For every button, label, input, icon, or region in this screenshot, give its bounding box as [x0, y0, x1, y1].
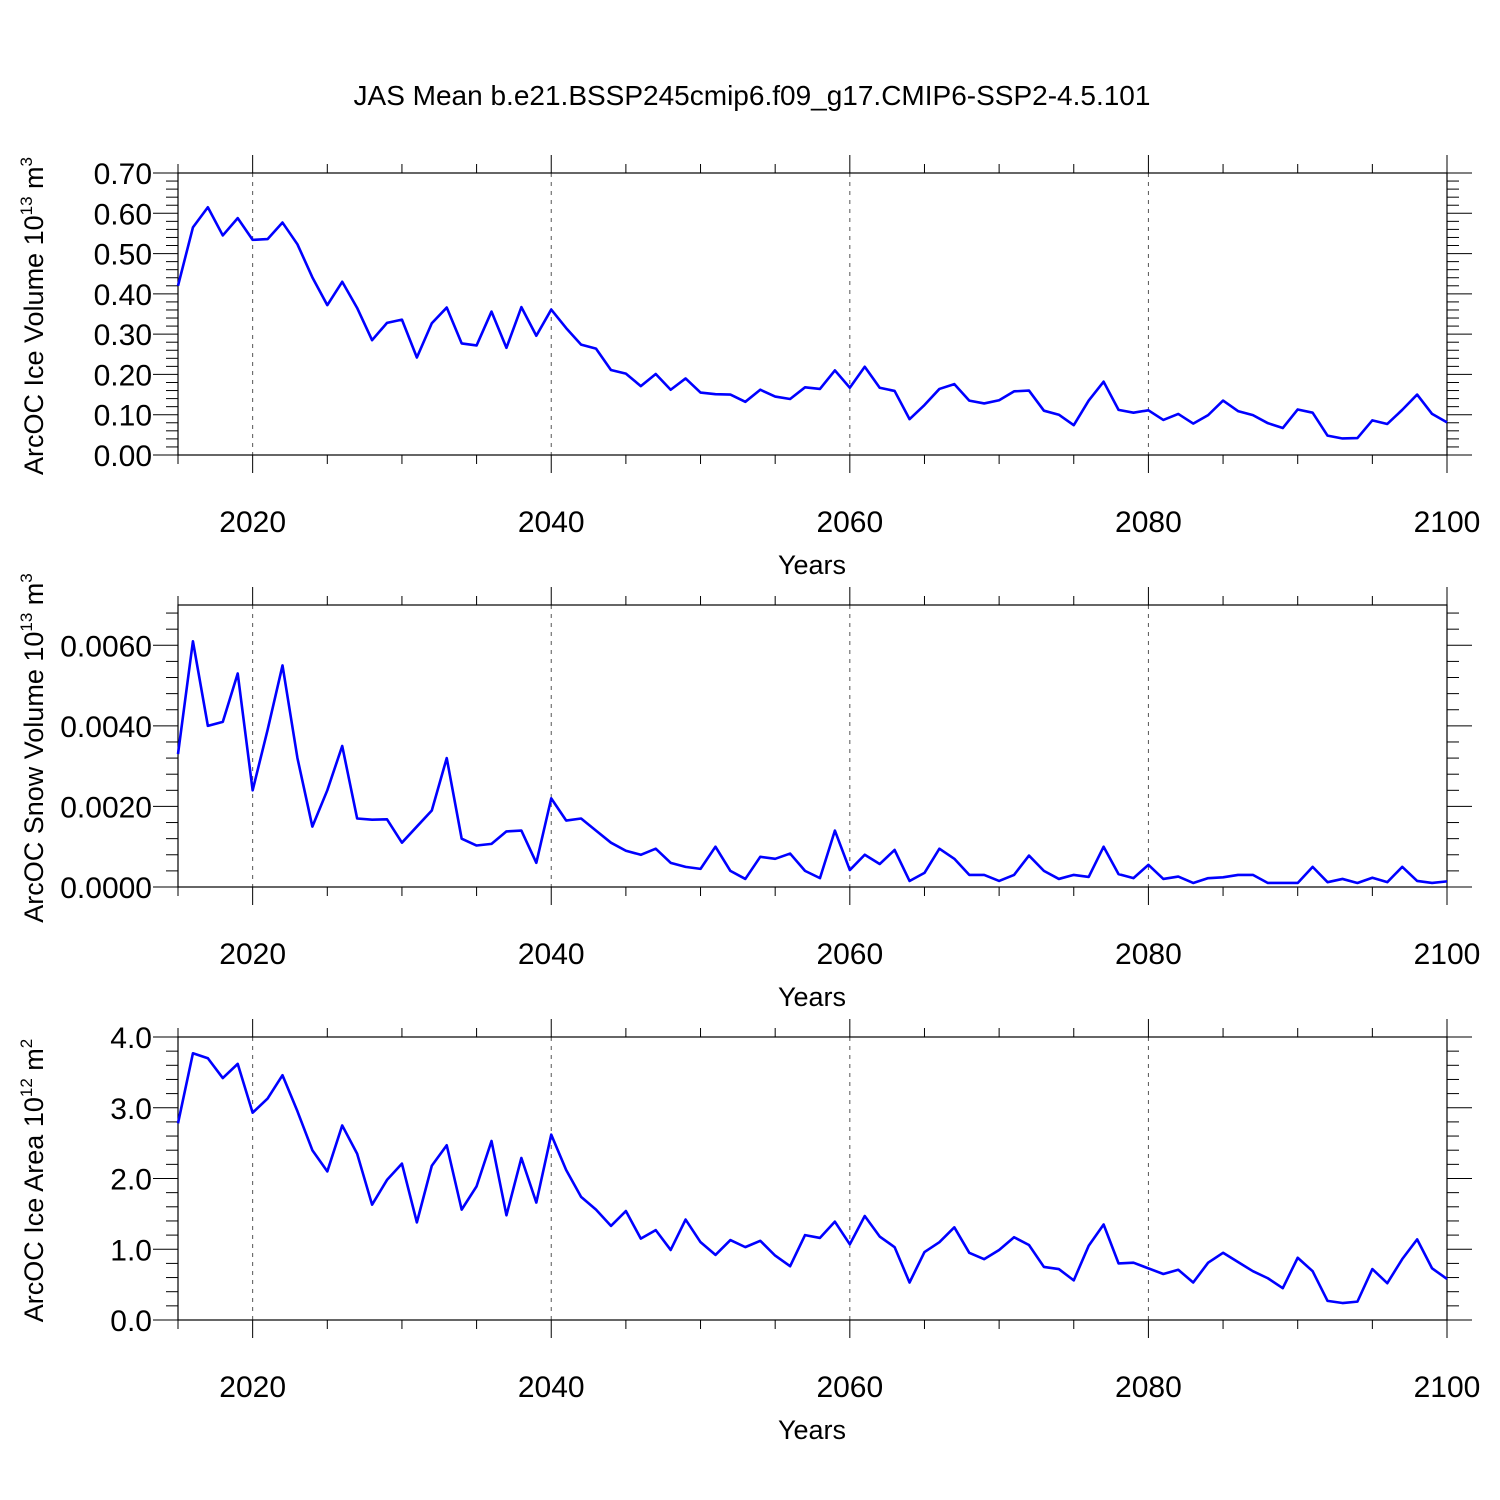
- y-tick-label: 0.00: [94, 440, 152, 473]
- y-axis-label: ArcOC Ice Area 1012 m2: [17, 1039, 49, 1323]
- series-line-arcoc-snow-volume: [176, 639, 1448, 885]
- chart-panel-1: 2020 2040 2060 2080 2100 0.00 0.10 0.20 0.30 0.40…: [17, 155, 1480, 580]
- x-tick-label: 2060: [816, 506, 883, 539]
- y-tick-label: 0.40: [94, 279, 152, 312]
- y-axis-label-unit: m: [19, 1048, 49, 1078]
- y-tick-label: 0.60: [94, 198, 152, 231]
- y-axis-label-unit-exponent: 2: [17, 1039, 36, 1048]
- x-tick-label: 2020: [219, 1371, 286, 1404]
- y-tick-label: 2.0: [110, 1164, 152, 1197]
- x-tick-label: 2100: [1414, 1371, 1481, 1404]
- y-tick-label: 0.0040: [60, 711, 152, 744]
- y-tick-label: 0.10: [94, 400, 152, 433]
- y-tick-label: 1.0: [110, 1234, 152, 1267]
- y-tick-label: 0.0020: [60, 791, 152, 824]
- x-tick-label: 2100: [1414, 938, 1481, 971]
- y-tick-label: 0.30: [94, 319, 152, 352]
- x-tick-label: 2100: [1414, 506, 1481, 539]
- y-axis-label-text: ArcOC Ice Area 10: [19, 1097, 49, 1322]
- y-axis-label: ArcOC Ice Volume 1013 m3: [17, 157, 49, 475]
- y-axis-label-text: ArcOC Ice Volume 10: [19, 215, 49, 475]
- y-tick-label: 0.0000: [60, 872, 152, 905]
- x-tick-label: 2060: [816, 1371, 883, 1404]
- plot-frame: [177, 604, 1448, 888]
- figure-title: JAS Mean b.e21.BSSP245cmip6.f09_g17.CMIP…: [354, 80, 1151, 111]
- series-line-arcoc-ice-volume: [176, 205, 1448, 440]
- plot-frame: [177, 172, 1448, 456]
- y-tick-label: 0.0: [110, 1305, 152, 1338]
- y-tick-label: 0.70: [94, 158, 152, 191]
- y-tick-label: 0.0060: [60, 630, 152, 663]
- y-axis-label: ArcOC Snow Volume 1013 m3: [17, 573, 49, 923]
- x-axis-label: Years: [778, 1415, 846, 1445]
- x-axis-label: Years: [778, 982, 846, 1012]
- x-tick-label: 2080: [1115, 1371, 1182, 1404]
- x-tick-label: 2020: [219, 506, 286, 539]
- plot-frame: [177, 1036, 1448, 1321]
- y-tick-label: 3.0: [110, 1093, 152, 1126]
- x-tick-label: 2040: [518, 938, 585, 971]
- y-axis-label-unit: m: [19, 166, 49, 196]
- y-axis-label-exponent: 13: [17, 613, 36, 632]
- y-tick-label: 0.20: [94, 359, 152, 392]
- x-tick-label: 2080: [1115, 938, 1182, 971]
- y-axis-label-exponent: 13: [17, 196, 36, 215]
- x-axis-label: Years: [778, 550, 846, 580]
- y-axis-label-text: ArcOC Snow Volume 10: [19, 632, 49, 923]
- y-tick-label: 4.0: [110, 1022, 152, 1055]
- chart-panel-3: 2020 2040 2060 2080 2100 0.0 1.0 2.0 3.0 4.0 Years…: [17, 1019, 1480, 1445]
- x-tick-label: 2020: [219, 938, 286, 971]
- y-axis-label-unit-exponent: 3: [17, 157, 36, 166]
- series-line-arcoc-ice-area: [176, 1051, 1448, 1305]
- x-tick-label: 2040: [518, 506, 585, 539]
- x-tick-label: 2080: [1115, 506, 1182, 539]
- chart-panel-2: 2020 2040 2060 2080 2100 0.0000 0.0020 0.0040 0.…: [17, 573, 1480, 1012]
- y-axis-label-exponent: 12: [17, 1078, 36, 1097]
- y-tick-label: 0.50: [94, 239, 152, 272]
- y-axis-label-unit-exponent: 3: [17, 573, 36, 582]
- x-tick-label: 2060: [816, 938, 883, 971]
- y-axis-label-unit: m: [19, 583, 49, 613]
- x-tick-label: 2040: [518, 1371, 585, 1404]
